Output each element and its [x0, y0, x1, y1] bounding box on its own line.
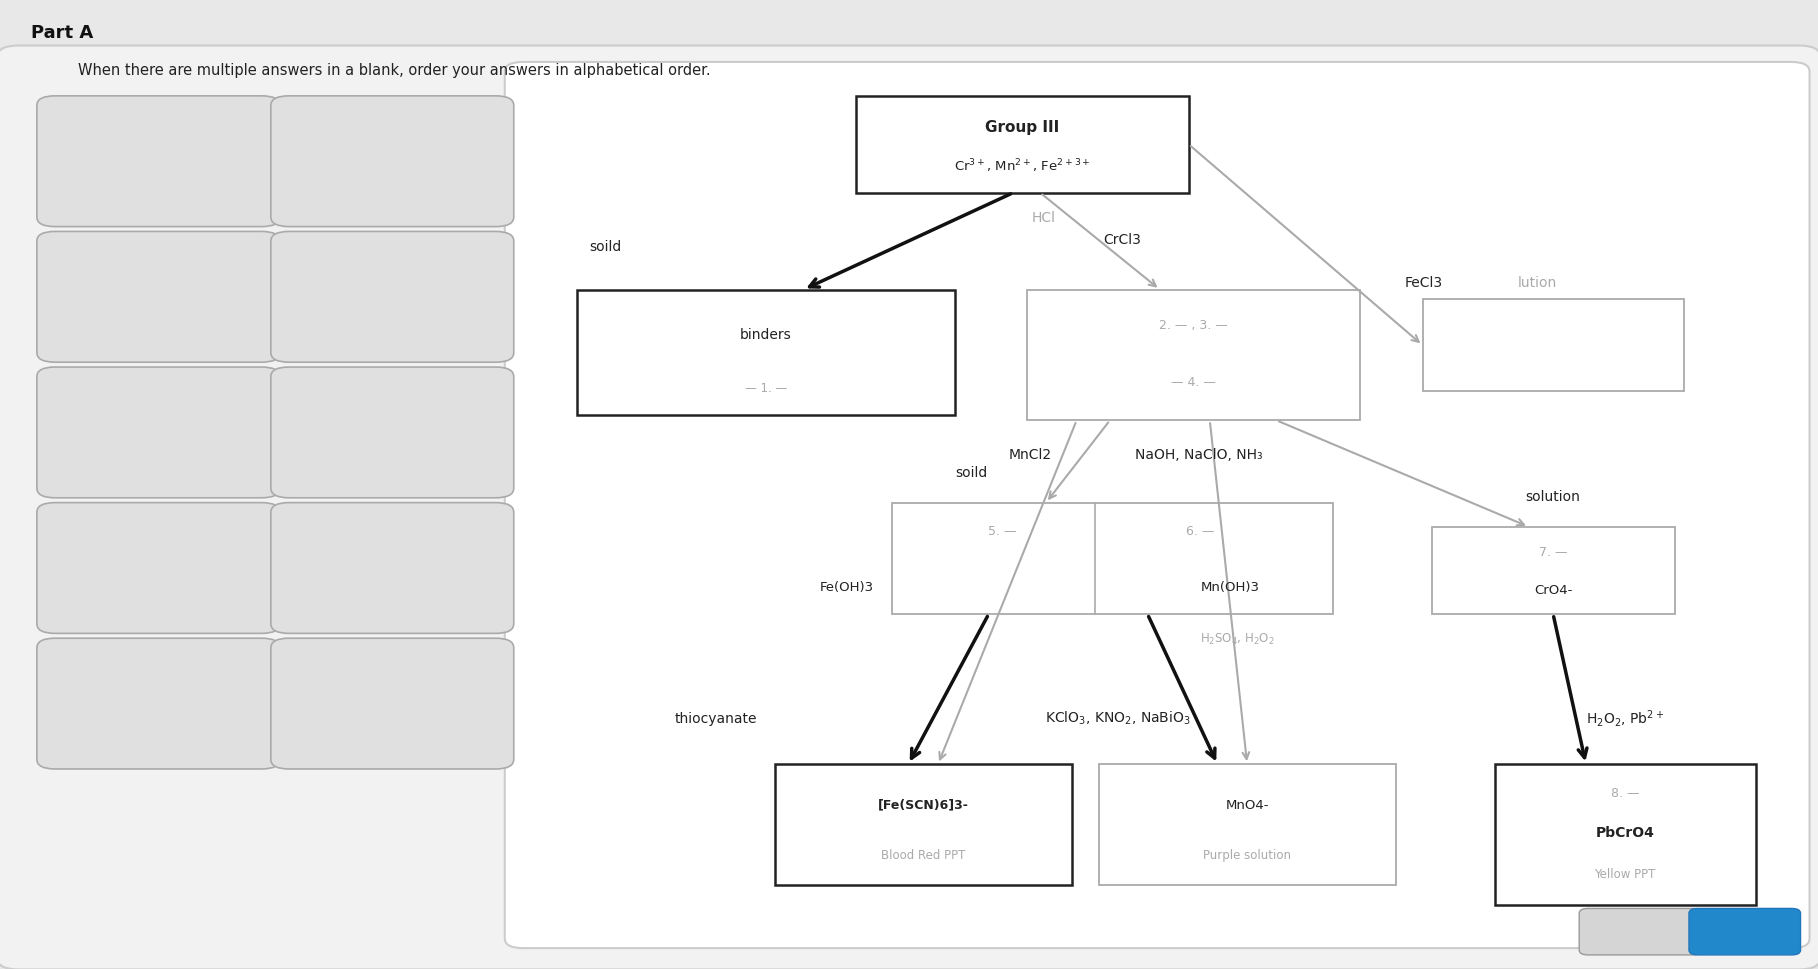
Bar	[856, 97, 1189, 194]
Text: 7. —: 7. —	[1538, 546, 1567, 558]
Text: lution: lution	[1518, 275, 1558, 290]
Text: CrCl3: CrCl3	[1104, 233, 1142, 247]
Text: H$_2$SO$_4$, H$_2$O$_2$: H$_2$SO$_4$, H$_2$O$_2$	[1200, 631, 1274, 646]
Text: thiocyanate: thiocyanate	[674, 711, 756, 725]
FancyBboxPatch shape	[36, 503, 280, 634]
Text: [Fe(SCN)6]3-: [Fe(SCN)6]3-	[878, 797, 969, 811]
Text: soild: soild	[589, 239, 622, 254]
Text: Group III: Group III	[985, 120, 1060, 136]
Text: — 4. —: — 4. —	[1171, 375, 1216, 389]
FancyBboxPatch shape	[271, 503, 514, 634]
Text: 2. — , 3. —: 2. — , 3. —	[1158, 319, 1227, 332]
FancyBboxPatch shape	[271, 367, 514, 498]
Text: MnO4-: MnO4-	[1225, 797, 1269, 811]
Text: H$_2$O$_2$, Pb$^{2+}$: H$_2$O$_2$, Pb$^{2+}$	[1585, 707, 1663, 729]
FancyBboxPatch shape	[1580, 909, 1702, 954]
Text: Yellow PPT: Yellow PPT	[1594, 867, 1656, 880]
Bar	[774, 765, 1071, 886]
Text: binders: binders	[740, 328, 791, 341]
FancyBboxPatch shape	[36, 233, 280, 362]
Text: Fe(OH)3: Fe(OH)3	[820, 580, 874, 593]
Text: Mn(OH)3: Mn(OH)3	[1200, 580, 1260, 593]
Text: Blood Red PPT: Blood Red PPT	[882, 849, 965, 861]
FancyBboxPatch shape	[271, 233, 514, 362]
Bar	[576, 291, 954, 416]
Text: FeCl3: FeCl3	[1405, 275, 1443, 290]
Bar	[1098, 765, 1396, 886]
Bar	[1423, 300, 1683, 391]
Bar	[1431, 527, 1674, 614]
Text: Part A: Part A	[31, 24, 95, 43]
Text: NaOH, NaClO, NH₃: NaOH, NaClO, NH₃	[1134, 448, 1262, 461]
Text: HCl: HCl	[1031, 210, 1054, 225]
Text: 5. —: 5. —	[987, 524, 1016, 538]
Text: solution: solution	[1525, 489, 1580, 503]
Text: CrO4-: CrO4-	[1534, 583, 1573, 597]
Text: ↺ reset: ↺ reset	[1620, 926, 1662, 937]
Text: PbCrO4: PbCrO4	[1596, 825, 1654, 838]
Text: KClO$_3$, KNO$_2$, NaBiO$_3$: KClO$_3$, KNO$_2$, NaBiO$_3$	[1045, 709, 1191, 727]
FancyBboxPatch shape	[0, 47, 1818, 969]
Text: 6. —: 6. —	[1185, 524, 1214, 538]
Text: 8. —: 8. —	[1611, 786, 1640, 798]
FancyBboxPatch shape	[271, 639, 514, 769]
Bar	[1494, 765, 1756, 905]
Bar	[891, 503, 1333, 614]
Text: Cr$^{3+}$, Mn$^{2+}$, Fe$^{2+3+}$: Cr$^{3+}$, Mn$^{2+}$, Fe$^{2+3+}$	[954, 158, 1091, 175]
FancyBboxPatch shape	[271, 97, 514, 228]
FancyBboxPatch shape	[36, 367, 280, 498]
Text: ? help: ? help	[1727, 926, 1762, 937]
FancyBboxPatch shape	[505, 63, 1809, 948]
Text: — 1. —: — 1. —	[745, 382, 787, 394]
Bar	[1027, 291, 1360, 421]
FancyBboxPatch shape	[1689, 909, 1800, 954]
FancyBboxPatch shape	[36, 97, 280, 228]
FancyBboxPatch shape	[36, 639, 280, 769]
Text: Purple solution: Purple solution	[1204, 849, 1291, 861]
Text: MnCl2: MnCl2	[1009, 448, 1053, 461]
Text: soild: soild	[954, 465, 987, 479]
Text: When there are multiple answers in a blank, order your answers in alphabetical o: When there are multiple answers in a bla…	[78, 63, 711, 78]
